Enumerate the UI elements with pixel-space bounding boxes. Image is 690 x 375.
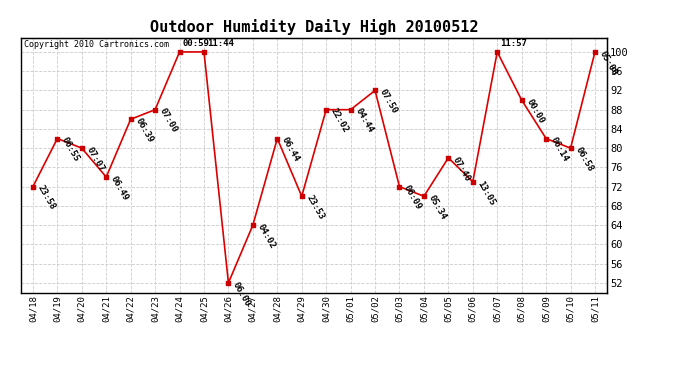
Text: 13:05: 13:05 — [475, 179, 497, 207]
Text: 06:39: 06:39 — [133, 117, 155, 144]
Text: 07:50: 07:50 — [378, 88, 399, 116]
Text: 11:44: 11:44 — [207, 39, 234, 48]
Point — [101, 174, 112, 180]
Text: 07:07: 07:07 — [85, 146, 106, 173]
Point — [540, 135, 551, 141]
Text: 06:49: 06:49 — [109, 174, 130, 202]
Point — [467, 179, 478, 185]
Point — [565, 145, 576, 151]
Text: 00:00: 00:00 — [524, 97, 546, 125]
Text: 04:44: 04:44 — [353, 107, 375, 135]
Point — [321, 106, 332, 112]
Text: 05:34: 05:34 — [426, 194, 448, 221]
Point — [516, 97, 527, 103]
Text: 06:14: 06:14 — [549, 136, 570, 164]
Title: Outdoor Humidity Daily High 20100512: Outdoor Humidity Daily High 20100512 — [150, 19, 478, 35]
Point — [223, 280, 234, 286]
Text: 23:58: 23:58 — [36, 184, 57, 211]
Text: 07:00: 07:00 — [158, 107, 179, 135]
Point — [247, 222, 258, 228]
Text: Copyright 2010 Cartronics.com: Copyright 2010 Cartronics.com — [23, 40, 168, 49]
Point — [272, 135, 283, 141]
Point — [589, 49, 600, 55]
Point — [418, 193, 429, 199]
Text: 06:44: 06:44 — [280, 136, 302, 164]
Text: 04:02: 04:02 — [255, 222, 277, 250]
Point — [199, 49, 210, 55]
Text: 22:02: 22:02 — [329, 107, 351, 135]
Text: 06:00: 06:00 — [231, 280, 253, 308]
Text: 11:57: 11:57 — [500, 39, 527, 48]
Point — [28, 184, 39, 190]
Text: 05:00: 05:00 — [598, 49, 619, 77]
Point — [125, 116, 136, 122]
Text: 06:09: 06:09 — [402, 184, 424, 211]
Point — [52, 135, 63, 141]
Text: 23:53: 23:53 — [304, 194, 326, 221]
Text: 07:40: 07:40 — [451, 155, 473, 183]
Point — [345, 106, 356, 112]
Text: 00:59: 00:59 — [182, 39, 209, 48]
Text: 06:55: 06:55 — [60, 136, 81, 164]
Point — [492, 49, 503, 55]
Point — [150, 106, 161, 112]
Point — [296, 193, 307, 199]
Text: 06:58: 06:58 — [573, 146, 595, 173]
Point — [77, 145, 88, 151]
Point — [443, 155, 454, 161]
Point — [394, 184, 405, 190]
Point — [174, 49, 185, 55]
Point — [370, 87, 381, 93]
